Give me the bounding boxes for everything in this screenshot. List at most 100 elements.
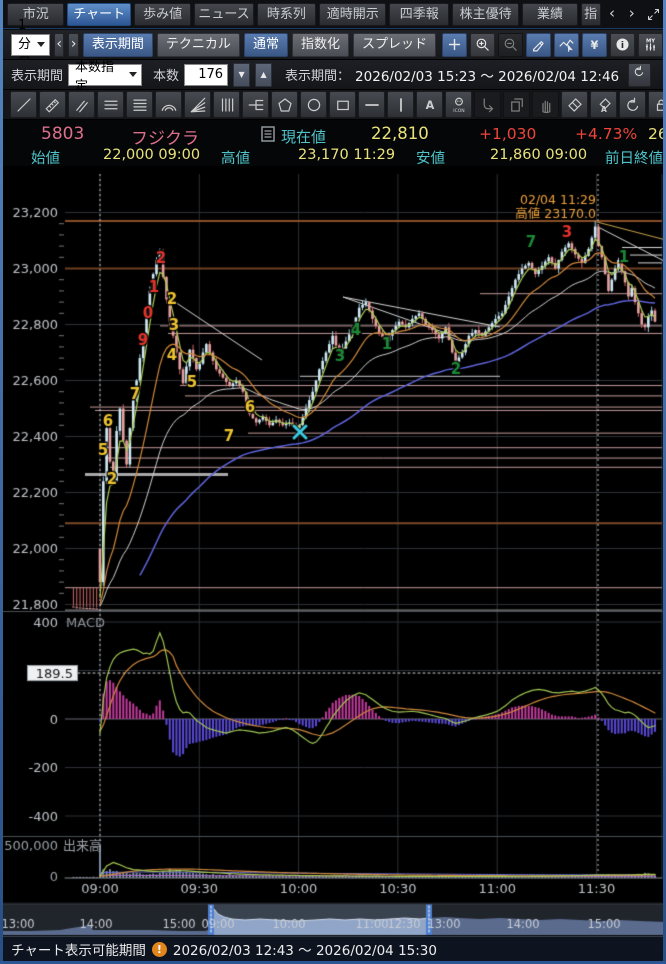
tab-bar: 市況 チャート 歩み値 ニュース 時系列 適時開示 四季報 株主優待 業績指 ‹ › xyxy=(3,0,663,29)
low-label: 安値 xyxy=(416,151,445,167)
yen-icon[interactable]: ¥ xyxy=(581,32,607,57)
plus-icon[interactable] xyxy=(441,32,467,57)
window-border-right xyxy=(663,0,666,964)
bar-count-label: 本数 xyxy=(153,69,180,84)
quote-panel: 5803 フジクラ 現在値 22,810 +1,030 +4.73% 26, 始… xyxy=(3,120,666,167)
expand-window-icon[interactable] xyxy=(643,4,663,25)
draw-tool-lock-drawing[interactable] xyxy=(648,91,666,118)
tab-チャート[interactable]: チャート xyxy=(67,2,131,26)
toolbar-buttons: 表示期間 テクニカル 通常 指数化 スプレッド xyxy=(82,32,436,57)
draw-tool-pitchfork[interactable] xyxy=(242,91,269,118)
available-period-value: 2026/02/03 12:43 ～ 2026/02/04 15:30 xyxy=(172,943,437,959)
info-icon[interactable]: i xyxy=(609,32,635,57)
svg-text:MY: MY xyxy=(646,38,655,44)
count-down-button[interactable]: ▼ xyxy=(233,62,251,87)
tab-歩み値[interactable]: 歩み値 xyxy=(133,2,192,26)
tab-株主優待[interactable]: 株主優待 xyxy=(451,2,520,26)
navigator-selection[interactable] xyxy=(217,904,423,937)
draw-tool-horizontal-line[interactable] xyxy=(358,91,385,118)
stock-code: 5803 xyxy=(41,124,85,144)
range-mode-label: 表示期間 xyxy=(11,69,64,84)
svg-text:A: A xyxy=(601,104,607,113)
warning-icon: ! xyxy=(151,941,167,957)
range-mode-value: 本数指定 xyxy=(75,59,115,94)
timeframe-select[interactable]: 1分足 xyxy=(11,18,50,71)
count-up-button[interactable]: ▲ xyxy=(255,62,273,87)
draw-tool-move-point[interactable] xyxy=(474,91,501,118)
volume-panel[interactable] xyxy=(65,838,662,880)
draw-tool-undo[interactable] xyxy=(619,91,646,118)
tab-業績[interactable]: 業績 xyxy=(522,2,578,26)
draw-tool-parallel-lines[interactable] xyxy=(68,91,95,118)
macd-panel[interactable] xyxy=(65,616,662,834)
svg-text:A: A xyxy=(425,98,434,111)
chart-canvas[interactable] xyxy=(0,166,666,937)
draw-tool-fibonacci-arc[interactable] xyxy=(155,91,182,118)
reset-range-button[interactable] xyxy=(628,62,652,87)
draw-tool-hand[interactable] xyxy=(532,91,559,118)
high-value: 23,170 11:29 xyxy=(298,147,396,163)
chevron-down-icon xyxy=(129,72,138,77)
draw-tool-erase-all[interactable]: A xyxy=(590,91,617,118)
draw-tool-ellipse[interactable] xyxy=(300,91,327,118)
tab-scroll-right[interactable]: › xyxy=(628,3,635,22)
draw-tool-rectangle[interactable] xyxy=(329,91,356,118)
tab-指[interactable]: 指 xyxy=(580,2,601,26)
tab-市況[interactable]: 市況 xyxy=(7,2,65,26)
drawing-toolbar: A ICON A xyxy=(3,90,666,120)
tab-ニュース[interactable]: ニュース xyxy=(194,2,254,26)
price-change: +1,030 xyxy=(479,125,537,143)
svg-text:¥: ¥ xyxy=(591,38,599,52)
scroll-right-button[interactable]: › xyxy=(68,32,79,57)
toolbar-button-normal[interactable]: 通常 xyxy=(243,32,288,57)
draw-tool-fan-lines[interactable] xyxy=(184,91,211,118)
draw-tool-vertical-levels[interactable] xyxy=(213,91,240,118)
draw-tool-horizontal-levels-3[interactable] xyxy=(97,91,124,118)
navigator-right-handle[interactable] xyxy=(423,904,435,937)
draw-tool-trend-line[interactable] xyxy=(10,91,37,118)
current-price-label: 現在値 xyxy=(281,128,327,146)
toolbar-button-indexize[interactable]: 指数化 xyxy=(291,32,349,57)
zoom-in-icon[interactable] xyxy=(469,32,495,57)
display-range-value: 2026/02/03 15:23 ～ 2026/02/04 12:46 xyxy=(355,68,620,85)
board-list-icon[interactable] xyxy=(261,126,275,146)
available-period-label: チャート表示可能期間 xyxy=(11,943,146,959)
range-toolbar: 表示期間 本数指定 本数 ▼ ▲ 表示期間： 2026/02/03 15:23 … xyxy=(3,60,663,94)
chart-cursor-icon[interactable] xyxy=(553,32,579,57)
toolbar-button-spread[interactable]: スプレッド xyxy=(352,32,436,57)
main-chart-area[interactable] xyxy=(65,175,662,612)
prev-close-label: 前日終値 xyxy=(605,151,663,167)
tab-scroll-left[interactable]: ‹ xyxy=(608,3,615,22)
draw-tool-text-note[interactable]: A xyxy=(416,91,443,118)
navigator-left-handle[interactable] xyxy=(205,904,217,937)
draw-tool-duplicate[interactable] xyxy=(503,91,530,118)
open-value: 22,000 09:00 xyxy=(103,147,201,163)
high-label: 高値 xyxy=(221,151,250,167)
tab-四季報[interactable]: 四季報 xyxy=(389,2,449,26)
scroll-left-button[interactable]: ‹ xyxy=(54,32,65,57)
toolbar-button-technical[interactable]: テクニカル xyxy=(156,32,240,57)
pencil-icon[interactable] xyxy=(525,32,551,57)
zoom-out-icon[interactable] xyxy=(497,32,523,57)
tab-適時開示[interactable]: 適時開示 xyxy=(319,2,387,26)
chevron-down-icon xyxy=(37,42,45,47)
volume-value-clipped: 26, xyxy=(648,125,666,143)
draw-tool-icon-stamp[interactable]: ICON xyxy=(445,91,472,118)
draw-tool-vertical-line[interactable] xyxy=(387,91,414,118)
svg-text:i: i xyxy=(621,40,624,51)
draw-tool-ruler[interactable] xyxy=(39,91,66,118)
my-icon[interactable]: MY xyxy=(637,32,663,57)
window-border-left xyxy=(0,0,3,964)
draw-tool-eraser[interactable] xyxy=(561,91,588,118)
toolbar-button-display-period[interactable]: 表示期間 xyxy=(82,32,153,57)
current-price-value: 22,810 xyxy=(371,124,429,143)
bar-count-input[interactable] xyxy=(184,63,229,86)
tab-時系列[interactable]: 時系列 xyxy=(256,2,317,26)
draw-tool-pentagon[interactable] xyxy=(271,91,298,118)
stock-name[interactable]: フジクラ xyxy=(131,129,199,149)
draw-tool-horizontal-levels-4[interactable] xyxy=(126,91,153,118)
range-mode-select[interactable]: 本数指定 xyxy=(68,60,143,94)
open-label: 始値 xyxy=(31,151,60,167)
